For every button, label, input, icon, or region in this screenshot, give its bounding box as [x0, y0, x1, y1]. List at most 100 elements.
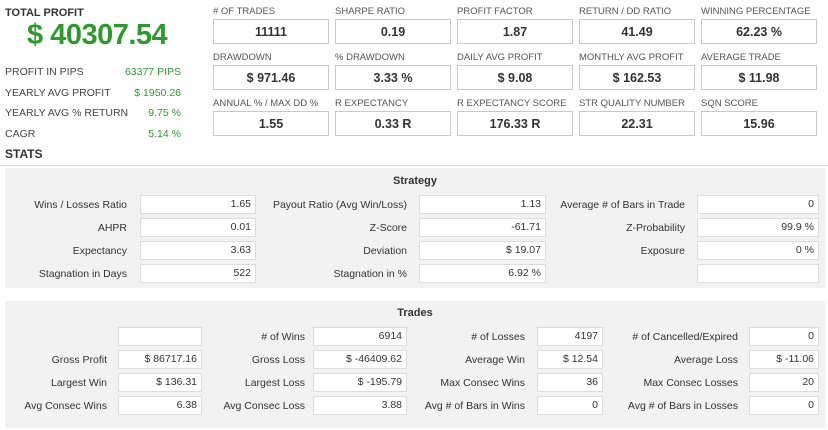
kpi-card: AVERAGE TRADE $ 11.98 — [701, 52, 817, 90]
kpi-value: 62.23 % — [701, 19, 817, 44]
kpi-card: # OF TRADES 11111 — [213, 6, 329, 44]
kpi-value: $ 971.46 — [213, 65, 329, 90]
kpi-label: SHARPE RATIO — [335, 6, 406, 17]
strategy-stat-value: 99.9 % — [697, 218, 819, 237]
strategy-stat-value — [697, 264, 819, 283]
trade-stat-label: Avg Consec Wins — [24, 400, 107, 412]
kpi-value: 176.33 R — [457, 111, 573, 136]
kpi-value: $ 162.53 — [579, 65, 695, 90]
kpi-value: 3.33 % — [335, 65, 451, 90]
strategy-panel: Strategy Wins / Losses Ratio 1.65 Payout… — [5, 168, 825, 288]
trade-stat-value: 0 — [749, 396, 819, 415]
kpi-card: PROFIT FACTOR 1.87 — [457, 6, 573, 44]
strategy-stat-label: Z-Probability — [626, 222, 685, 234]
trade-stat-value — [118, 327, 202, 346]
left-stat-value: 9.75 % — [148, 107, 181, 120]
left-stat-label: YEARLY AVG % RETURN — [5, 107, 129, 120]
kpi-value: 22.31 — [579, 111, 695, 136]
strategy-stat-label — [550, 265, 685, 283]
kpi-value: $ 9.08 — [457, 65, 573, 90]
trade-stat-value: $ 12.54 — [537, 350, 603, 369]
strategy-stat-label: Exposure — [640, 245, 685, 257]
trade-stat-label: Avg # of Bars in Losses — [627, 400, 738, 412]
left-stat-row: YEARLY AVG % RETURN 9.75 % — [5, 103, 185, 124]
kpi-label: R EXPECTANCY SCORE — [457, 98, 567, 109]
trade-stat-label: Average Win — [465, 354, 525, 366]
left-stats-list: PROFIT IN PIPS 63377 PIPS YEARLY AVG PRO… — [5, 62, 185, 144]
left-stat-value: $ 1950.26 — [134, 86, 181, 99]
kpi-label: # OF TRADES — [213, 6, 276, 17]
kpi-value: 1.55 — [213, 111, 329, 136]
trade-stat-label: Largest Win — [50, 377, 107, 389]
trade-stat-value: 0 — [749, 327, 819, 346]
kpi-card: STR QUALITY NUMBER 22.31 — [579, 98, 695, 136]
strategy-stat-label: AHPR — [97, 222, 127, 234]
trade-stat-value: 3.88 — [313, 396, 407, 415]
kpi-value: 15.96 — [701, 111, 817, 136]
strategy-title: Strategy — [392, 175, 438, 187]
strategy-stat-value: 0.01 — [140, 218, 256, 237]
trade-stat-label: # of Losses — [471, 331, 525, 343]
kpi-label: RETURN / DD RATIO — [579, 6, 672, 17]
trade-stat-label: Max Consec Wins — [440, 377, 525, 389]
strategy-stat-label: Average # of Bars in Trade — [560, 199, 685, 211]
trade-stat-value: $ 86717.16 — [118, 350, 202, 369]
strategy-stat-label: Wins / Losses Ratio — [34, 199, 127, 211]
kpi-label: R EXPECTANCY — [335, 98, 409, 109]
strategy-stat-value: 0 — [697, 195, 819, 214]
trade-stat-value: 20 — [749, 373, 819, 392]
trades-panel: Trades # of Wins 6914 # of Losses 4197 #… — [5, 301, 825, 428]
trade-stat-value: 6914 — [313, 327, 407, 346]
left-stat-row: CAGR 5.14 % — [5, 124, 185, 145]
left-stat-label: YEARLY AVG PROFIT — [5, 86, 111, 99]
stats-divider — [0, 165, 828, 166]
trade-stat-label: # of Wins — [261, 331, 305, 343]
total-profit-value: $ 40307.54 — [27, 19, 168, 51]
strategy-stat-value: 1.65 — [140, 195, 256, 214]
kpi-card: DAILY AVG PROFIT $ 9.08 — [457, 52, 573, 90]
kpi-card: SQN SCORE 15.96 — [701, 98, 817, 136]
left-stat-label: CAGR — [5, 127, 36, 140]
left-stat-value: 5.14 % — [148, 127, 181, 140]
strategy-stat-value: 0 % — [697, 241, 819, 260]
trade-stat-value: $ -11.06 — [749, 350, 819, 369]
trade-stat-value: 36 — [537, 373, 603, 392]
kpi-value: 0.33 R — [335, 111, 451, 136]
kpi-value: 1.87 — [457, 19, 573, 44]
strategy-stat-label: Stagnation in % — [333, 268, 407, 280]
trade-stat-value: 4197 — [537, 327, 603, 346]
kpi-label: STR QUALITY NUMBER — [579, 98, 685, 109]
trade-stat-value: $ 136.31 — [118, 373, 202, 392]
kpi-value: $ 11.98 — [701, 65, 817, 90]
kpi-card: MONTHLY AVG PROFIT $ 162.53 — [579, 52, 695, 90]
strategy-stat-label: Expectancy — [72, 245, 127, 257]
trades-title: Trades — [397, 307, 433, 319]
strategy-stat-label: Payout Ratio (Avg Win/Loss) — [272, 199, 407, 211]
left-stat-row: YEARLY AVG PROFIT $ 1950.26 — [5, 83, 185, 104]
kpi-label: PROFIT FACTOR — [457, 6, 533, 17]
kpi-card: % DRAWDOWN 3.33 % — [335, 52, 451, 90]
left-stat-label: PROFIT IN PIPS — [5, 66, 84, 79]
strategy-stat-label: Stagnation in Days — [38, 268, 127, 280]
trade-stat-label: Gross Profit — [51, 354, 107, 366]
trade-stat-value: 6.38 — [118, 396, 202, 415]
kpi-label: SQN SCORE — [701, 98, 759, 109]
trade-stat-label: Max Consec Losses — [643, 377, 738, 389]
kpi-label: % DRAWDOWN — [335, 52, 405, 63]
stats-title: STATS — [5, 147, 43, 161]
trade-stat-label: Avg Consec Loss — [223, 400, 305, 412]
left-stat-value: 63377 PIPS — [124, 66, 181, 79]
kpi-label: ANNUAL % / MAX DD % — [213, 98, 319, 109]
kpi-card: RETURN / DD RATIO 41.49 — [579, 6, 695, 44]
kpi-card: DRAWDOWN $ 971.46 — [213, 52, 329, 90]
strategy-stat-value: 3.63 — [140, 241, 256, 260]
kpi-value: 11111 — [213, 19, 329, 44]
strategy-stat-value: 1.13 — [419, 195, 546, 214]
trade-stat-value: $ -46409.62 — [313, 350, 407, 369]
kpi-card: R EXPECTANCY 0.33 R — [335, 98, 451, 136]
kpi-value: 41.49 — [579, 19, 695, 44]
kpi-card: SHARPE RATIO 0.19 — [335, 6, 451, 44]
kpi-label: DRAWDOWN — [213, 52, 272, 63]
kpi-label: DAILY AVG PROFIT — [457, 52, 543, 63]
trade-stat-label: Largest Loss — [244, 377, 305, 389]
